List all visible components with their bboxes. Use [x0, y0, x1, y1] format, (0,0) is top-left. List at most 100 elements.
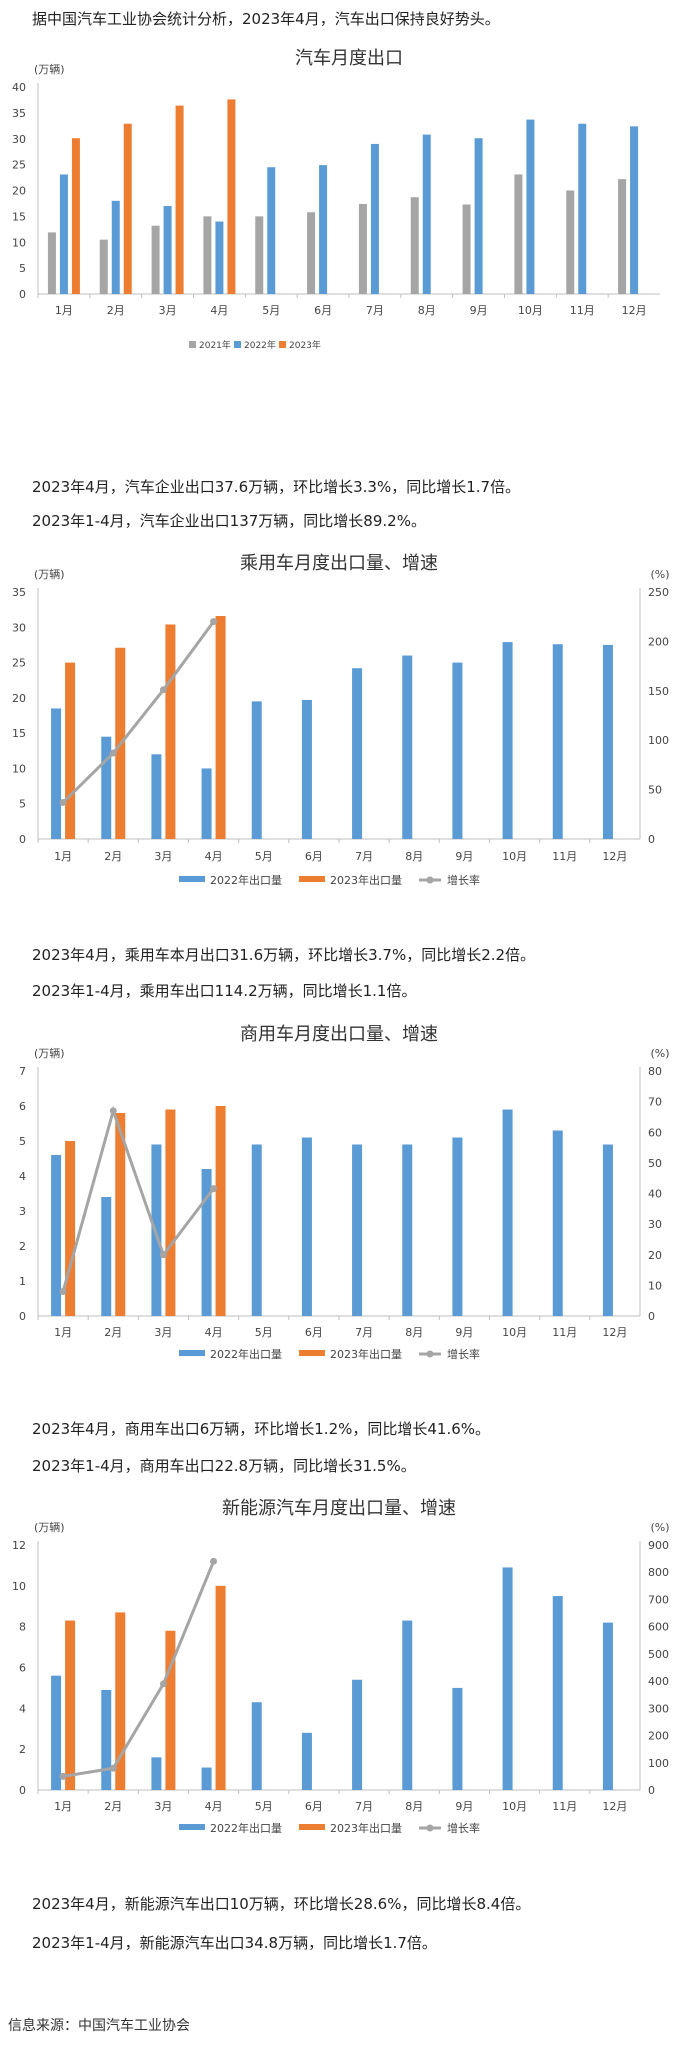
x-tick-label: 5月: [255, 1800, 273, 1813]
x-tick-label: 8月: [418, 304, 436, 317]
bar: [227, 99, 236, 294]
y-tick-label: 1: [19, 1275, 26, 1288]
y2-tick-label: 150: [648, 685, 669, 698]
legend-label: 2021年: [199, 339, 231, 351]
growth-rate-point: [210, 618, 218, 626]
y-tick-label: 10: [12, 1580, 26, 1593]
y-tick-label: 30: [12, 133, 26, 146]
bar: [71, 138, 80, 294]
legend-label: 增长率: [447, 873, 480, 887]
x-tick-label: 3月: [154, 1326, 172, 1339]
section3-line1: 2023年4月，商用车出口6万辆，环比增长1.2%，同比增长41.6%。: [32, 1420, 491, 1438]
bar: [65, 1141, 76, 1316]
x-tick-label: 10月: [502, 1326, 527, 1339]
chart-nev-export-svg: 新能源汽车月度出口量、增速 (万辆) (%) 0 2 4 6 8 10 12 0 100 200 300 4…: [12, 1498, 670, 1835]
x-tick-label: 6月: [305, 850, 323, 863]
growth-rate-point: [159, 686, 167, 694]
bar: [165, 624, 176, 839]
y-tick-label: 15: [12, 727, 26, 740]
y-tick-label: 2: [19, 1743, 26, 1756]
x-tick-label: 6月: [305, 1326, 323, 1339]
y2-tick-label: 200: [648, 635, 669, 648]
legend-swatch: [179, 1824, 205, 1830]
section1-line1: 2023年4月，汽车企业出口37.6万辆，环比增长3.3%，同比增长1.7倍。: [32, 478, 521, 496]
y-axis-unit-right: (%): [650, 568, 669, 581]
chart-passenger-export-svg: 乘用车月度出口量、增速 (万辆) (%) 0 5 10 15 20 25 30 35 0 50 100 15…: [12, 553, 670, 887]
y-tick-label: 12: [12, 1539, 26, 1552]
legend-label: 增长率: [447, 1347, 480, 1361]
y2-tick-label: 50: [648, 784, 662, 797]
section2-line2: 2023年1-4月，乘用车出口114.2万辆，同比增长1.1倍。: [32, 982, 417, 1000]
x-tick-label: 3月: [159, 304, 177, 317]
y-tick-label: 25: [12, 657, 26, 670]
y2-tick-label: 20: [648, 1249, 662, 1262]
chart-title: 商用车月度出口量、增速: [240, 1024, 438, 1045]
y-tick-label: 35: [12, 107, 26, 120]
bar: [307, 212, 316, 294]
x-tick-label: 11月: [552, 850, 577, 863]
legend-swatch: [234, 341, 241, 348]
y-axis-unit-right: (%): [650, 1521, 669, 1534]
growth-rate-point: [210, 1557, 218, 1565]
x-tick-label: 4月: [205, 1800, 223, 1813]
bar: [101, 736, 112, 839]
y2-tick-label: 100: [648, 1757, 669, 1770]
x-tick-label: 6月: [314, 304, 332, 317]
y-axis-unit-left: (万辆): [34, 1520, 65, 1534]
x-tick-label: 7月: [355, 850, 373, 863]
chart-total-export-svg: 汽车月度出口 (万辆) 0 5 10 15 20 25 30 35 40 1月 2月 3月 4月 5月 6月 7月…: [12, 48, 660, 351]
bar: [163, 206, 172, 294]
growth-rate-point: [159, 1251, 167, 1259]
bar: [51, 708, 62, 839]
legend-label: 增长率: [447, 1821, 480, 1835]
y2-tick-label: 300: [648, 1702, 669, 1715]
bar: [151, 225, 160, 294]
x-tick-label: 9月: [470, 304, 488, 317]
section1-line2: 2023年1-4月，汽车企业出口137万辆，同比增长89.2%。: [32, 512, 426, 530]
bar: [410, 197, 419, 294]
bar: [352, 1679, 363, 1790]
y2-tick-label: 500: [648, 1648, 669, 1661]
x-tick-label: 9月: [455, 1800, 473, 1813]
bar: [578, 123, 587, 295]
bar: [215, 615, 226, 839]
bar: [151, 1757, 162, 1790]
x-tick-label: 9月: [455, 850, 473, 863]
legend-swatch: [299, 876, 325, 882]
x-tick-label: 12月: [602, 1326, 627, 1339]
y-tick-label: 2: [19, 1240, 26, 1253]
bar: [201, 768, 212, 839]
growth-rate-point: [210, 1185, 218, 1193]
y2-tick-label: 0: [648, 1784, 655, 1797]
y-tick-label: 35: [12, 586, 26, 599]
bar: [165, 1630, 176, 1790]
y-tick-label: 10: [12, 236, 26, 249]
x-tick-label: 2月: [104, 850, 122, 863]
y-tick-label: 0: [19, 1784, 26, 1797]
y-tick-label: 30: [12, 621, 26, 634]
x-tick-label: 5月: [255, 850, 273, 863]
bar: [165, 1109, 176, 1316]
x-tick-label: 2月: [104, 1800, 122, 1813]
bar: [502, 1567, 513, 1790]
y-tick-label: 6: [19, 1100, 26, 1113]
growth-rate-point: [59, 1772, 67, 1780]
bar: [251, 701, 262, 839]
x-tick-label: 7月: [355, 1326, 373, 1339]
y-tick-label: 5: [19, 262, 26, 275]
y2-tick-label: 800: [648, 1566, 669, 1579]
bar: [514, 174, 523, 294]
y-axis-unit-left: (万辆): [34, 567, 65, 581]
bar: [526, 119, 535, 294]
growth-rate-point: [159, 1680, 167, 1688]
bar: [352, 668, 363, 839]
y2-tick-label: 700: [648, 1593, 669, 1606]
x-tick-label: 11月: [570, 304, 595, 317]
bar: [370, 143, 379, 294]
chart-total-export: 汽车月度出口 (万辆) 0 5 10 15 20 25 30 35 40 1月 2月 3月 4月 5月 6月 7月…: [0, 42, 698, 452]
x-tick-label: 6月: [305, 1800, 323, 1813]
bar: [301, 1732, 312, 1790]
bar: [101, 1197, 112, 1316]
x-tick-label: 10月: [518, 304, 543, 317]
bar: [59, 174, 68, 294]
